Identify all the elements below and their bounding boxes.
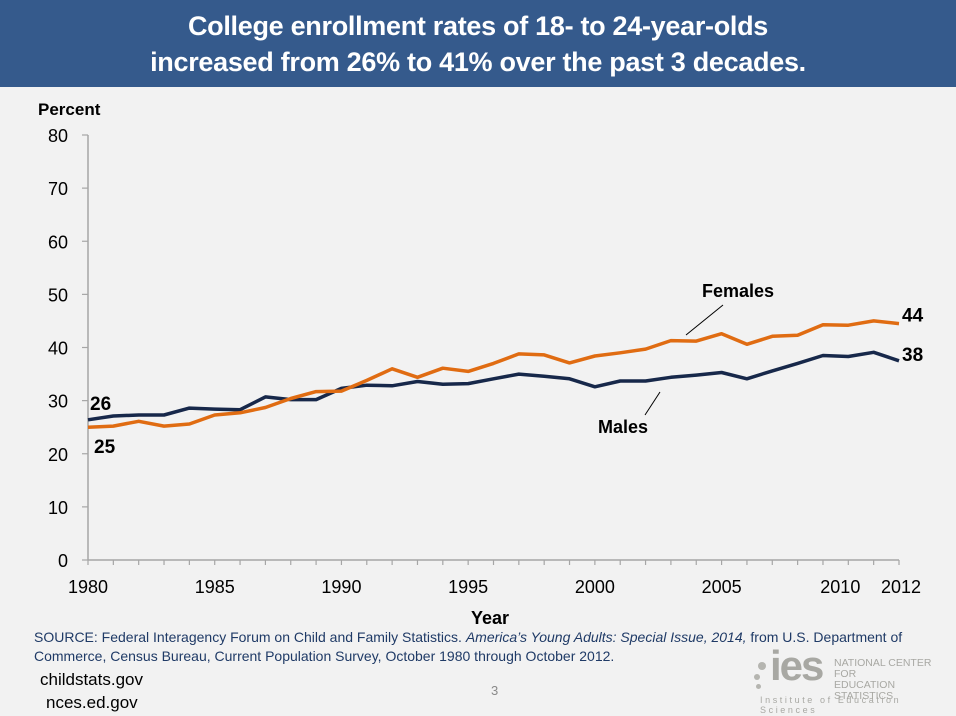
y-tick-label: 30 bbox=[48, 392, 68, 412]
females-annotation: Females bbox=[702, 281, 774, 301]
y-tick-label: 80 bbox=[48, 126, 68, 146]
logo-dot-icon bbox=[754, 674, 760, 680]
males-annotation: Males bbox=[598, 417, 648, 437]
y-axis-label: Percent bbox=[38, 100, 101, 119]
x-tick-label: 2000 bbox=[575, 577, 615, 597]
logo-mark: ies bbox=[770, 642, 824, 689]
y-tick-label: 70 bbox=[48, 179, 68, 199]
y-tick-label: 0 bbox=[58, 551, 68, 571]
females-leader-line bbox=[685, 304, 724, 336]
chart-title-line-2: increased from 26% to 41% over the past … bbox=[150, 47, 806, 77]
source-suffix: from U.S. Department of Commerce, Census… bbox=[34, 629, 903, 664]
line-chart: Percent Year 0 10 20 30 40 50 60 70 80 1980 1985 19… bbox=[38, 100, 924, 627]
x-tick-label: 2012 bbox=[881, 577, 921, 597]
source-prefix: SOURCE: Federal Interagency Forum on Chi… bbox=[34, 629, 466, 645]
x-tick-label: 2005 bbox=[702, 577, 742, 597]
males-start-label: 26 bbox=[90, 394, 111, 415]
y-tick-label: 20 bbox=[48, 445, 68, 465]
logo-line-2: EDUCATION STATISTICS bbox=[834, 679, 896, 702]
nces-link[interactable]: nces.ed.gov bbox=[46, 693, 138, 712]
title-banner: College enrollment rates of 18- to 24-ye… bbox=[0, 0, 956, 87]
x-tick-label: 1995 bbox=[448, 577, 488, 597]
page-number: 3 bbox=[491, 683, 499, 698]
females-start-label: 25 bbox=[94, 437, 116, 458]
x-tick-label: 1985 bbox=[195, 577, 235, 597]
y-tick-label: 40 bbox=[48, 339, 68, 359]
y-tick-label: 60 bbox=[48, 232, 68, 252]
x-axis-label: Year bbox=[471, 608, 509, 627]
logo-line-1: NATIONAL CENTER FOR bbox=[834, 657, 932, 680]
x-tick-label: 1990 bbox=[321, 577, 361, 597]
footer-urls: childstats.gov nces.ed.gov bbox=[40, 668, 143, 714]
childstats-link[interactable]: childstats.gov bbox=[40, 670, 143, 689]
logo-dot-icon bbox=[758, 662, 766, 670]
logo-text: NATIONAL CENTER FOR EDUCATION STATISTICS bbox=[834, 658, 948, 702]
series-line-females bbox=[87, 319, 900, 429]
males-end-label: 38 bbox=[902, 345, 923, 366]
source-title: America’s Young Adults: Special Issue, 2… bbox=[465, 629, 747, 645]
series-line-males bbox=[87, 350, 900, 422]
ies-logo: ies NATIONAL CENTER FOR EDUCATION STATIS… bbox=[748, 642, 948, 715]
chart-title-line-1: College enrollment rates of 18- to 24-ye… bbox=[187, 11, 769, 41]
males-leader-line bbox=[644, 391, 661, 416]
x-tick-label: 2010 bbox=[820, 577, 860, 597]
logo-dot-icon bbox=[756, 684, 761, 689]
source-note: SOURCE: Federal Interagency Forum on Chi… bbox=[34, 628, 914, 666]
y-tick-label: 50 bbox=[48, 285, 68, 305]
x-tick-label: 1980 bbox=[68, 577, 108, 597]
females-end-label: 44 bbox=[902, 306, 924, 327]
y-tick-label: 10 bbox=[48, 498, 68, 518]
logo-tagline: Institute of Education Sciences bbox=[760, 695, 902, 715]
